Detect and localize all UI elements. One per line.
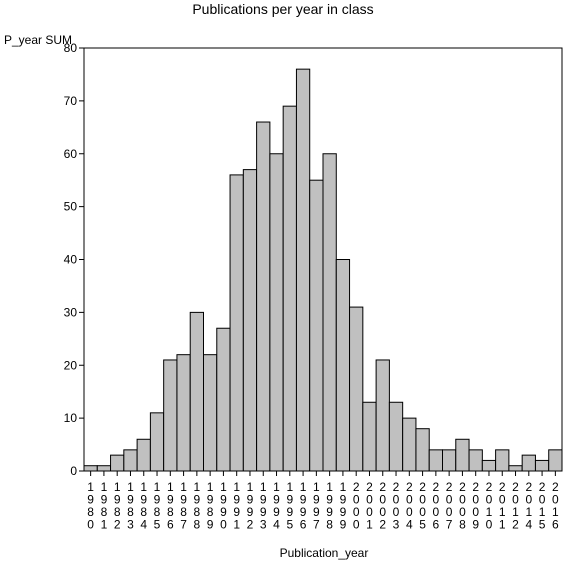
- bar-1999: [335, 259, 351, 472]
- bar-1997: [309, 179, 324, 472]
- y-tick-label: 10: [64, 411, 78, 425]
- bar-1991: [229, 174, 244, 472]
- bar-1994: [269, 153, 284, 472]
- bar-2000: [349, 306, 364, 472]
- bar-1981: [96, 465, 112, 472]
- y-tick-label: 70: [64, 94, 78, 108]
- bar-1982: [110, 454, 125, 472]
- bar-2012: [508, 465, 523, 472]
- bar-1986: [163, 359, 178, 472]
- bar-1984: [136, 438, 151, 472]
- bar-2011: [495, 449, 510, 472]
- bar-2010: [481, 459, 497, 472]
- bar-1983: [123, 449, 138, 472]
- y-tick-label: 80: [64, 41, 78, 55]
- bar-1993: [256, 121, 271, 472]
- y-tick-label: 20: [64, 358, 78, 372]
- bar-1992: [242, 169, 258, 472]
- bar-1988: [189, 311, 205, 472]
- y-tick-label: 50: [64, 200, 78, 214]
- bar-2009: [468, 449, 483, 472]
- bar-2008: [455, 438, 470, 472]
- bar-1980: [83, 465, 98, 472]
- bars: [83, 68, 563, 472]
- bar-2001: [362, 401, 377, 472]
- bar-1987: [176, 354, 191, 472]
- bar-2007: [442, 449, 457, 472]
- bar-1989: [203, 354, 218, 472]
- bar-2006: [428, 449, 444, 472]
- bar-2004: [402, 417, 417, 472]
- y-axis-label: P_year SUM: [4, 33, 72, 47]
- y-tick-label: 40: [64, 253, 78, 267]
- bar-2016: [548, 449, 563, 472]
- bar-1996: [295, 68, 311, 472]
- y-tick-label: 0: [70, 464, 77, 478]
- bar-2002: [375, 359, 390, 472]
- bar-2005: [415, 428, 430, 472]
- bar-1985: [149, 412, 165, 472]
- x-axis-label: Publication_year: [280, 546, 369, 560]
- bar-2003: [388, 401, 404, 472]
- bar-2015: [534, 459, 550, 472]
- y-tick-label: 30: [64, 305, 78, 319]
- plot-frame: [83, 47, 563, 472]
- bar-1990: [216, 327, 231, 472]
- bar-1995: [282, 105, 297, 472]
- bar-2014: [521, 454, 536, 472]
- chart-title: Publications per year in class: [192, 1, 373, 17]
- y-tick-label: 60: [64, 147, 78, 161]
- x-axis-ticks: 1 9 8 0 1 9 8 1 1 9 8 2 1 9 8 3 1 9 8 4 1 9 8 5 1 9 8 6 1 9 8 7 1 9 8 8 1 9 8 9…: [87, 471, 559, 532]
- bar-1998: [322, 153, 337, 472]
- y-axis: 0 10 20 30 40 50 60 70 80: [64, 41, 84, 478]
